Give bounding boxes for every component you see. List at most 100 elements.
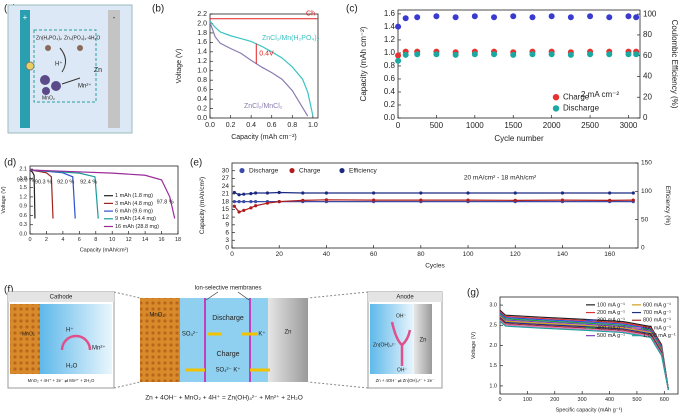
y-tick-label: 1.2 <box>384 35 396 44</box>
x-tick-label: 1.0 <box>308 122 318 129</box>
series-line <box>499 318 670 391</box>
series-line <box>29 169 176 219</box>
x-tick-label: 0 <box>498 397 501 403</box>
y2-tick-label: 40 <box>643 72 652 81</box>
point <box>625 51 632 58</box>
plot-frame <box>29 165 179 235</box>
point <box>402 51 409 58</box>
y2-axis-title: Efficiency (%) <box>664 186 671 226</box>
legend-swatch <box>289 167 295 174</box>
marker <box>608 198 612 202</box>
marker <box>372 198 376 202</box>
x-tick-label: 0 <box>28 237 31 243</box>
legend-label: 1 mAh (1.8 mg) <box>115 193 153 199</box>
connector <box>25 61 35 71</box>
legend-label: Charge <box>299 167 321 174</box>
series-line <box>234 191 634 196</box>
y-tick-label: 1.8 <box>19 176 27 182</box>
marker <box>232 200 236 204</box>
charge-label: Charge <box>217 351 240 358</box>
ion-label: Mn²⁺ <box>78 83 92 90</box>
annotation: 0.4V <box>259 51 274 58</box>
anode-label: Zn <box>94 67 102 74</box>
point <box>395 52 402 59</box>
x-tick-label: 300 <box>578 397 587 403</box>
zincate-label: Zn(OH)₄²⁻ <box>373 342 396 348</box>
mno2-particle <box>42 87 50 95</box>
point <box>452 51 459 58</box>
point <box>633 14 640 21</box>
y-tick-label: 0.6 <box>384 74 396 83</box>
series-note: 90.3 % <box>35 179 52 185</box>
series-note: 92.4 % <box>80 179 97 185</box>
marker <box>232 190 236 195</box>
marker <box>466 191 470 195</box>
x-tick-label: 20 <box>276 251 284 258</box>
x-tick-label: 120 <box>510 251 521 258</box>
y-tick-label: 2.0 <box>197 20 207 27</box>
series-note: 97.8 % <box>157 199 174 205</box>
series-label: ZnCl₂/MnCl₂ <box>244 103 283 110</box>
y-tick-label: 9 <box>225 222 229 229</box>
x-tick-label: 0.8 <box>287 122 297 129</box>
anode-equation: Zn + 4OH⁻ ⇌ Zn(OH)₄²⁻ + 2e⁻ <box>376 378 435 383</box>
panel-label: (e) <box>190 158 202 169</box>
cell-oxide: MnO₂ <box>149 313 165 319</box>
marker <box>237 193 241 197</box>
x-tick-label: 2500 <box>581 121 599 130</box>
y-tick-label: 1.2 <box>197 58 207 65</box>
legend-label: 16 mAh (28.8 mg) <box>115 224 159 230</box>
point <box>587 13 594 20</box>
point <box>414 14 421 21</box>
legend-label: 400 mA g⁻¹ <box>597 325 625 331</box>
marker <box>631 191 635 195</box>
x-tick-label: 18 <box>175 237 181 243</box>
y-tick-label: 3.0 <box>489 303 497 309</box>
y-tick-label: 1.4 <box>384 22 396 31</box>
point <box>491 51 498 58</box>
panel-label: (b) <box>152 4 164 15</box>
x-tick-label: 160 <box>604 251 615 258</box>
y-tick-label: 1.5 <box>19 185 27 191</box>
point <box>414 51 421 58</box>
y2-axis-title: Coulombic Efficiency (%) <box>670 20 679 109</box>
legend-label: 9 mAh (14.4 mg) <box>115 216 156 222</box>
y-tick-label: 30 <box>222 167 230 174</box>
point <box>606 51 613 58</box>
marker <box>419 191 423 195</box>
legend-label: 700 mA g⁻¹ <box>643 310 671 316</box>
y2-tick-label: 20 <box>643 92 652 101</box>
product-label: Zn₃(PO₄)₂·4H₂O <box>64 35 100 41</box>
y-tick-label: 2.1 <box>19 167 27 173</box>
legend-label: 100 mA g⁻¹ <box>597 302 625 308</box>
y-tick-label: 0.0 <box>197 115 207 122</box>
discharge-label: Discharge <box>212 315 244 322</box>
x-tick-label: 140 <box>557 251 568 258</box>
marker <box>277 190 281 195</box>
y-tick-label: 21 <box>222 191 230 198</box>
cycle-arrow <box>60 334 92 351</box>
minus-sign: - <box>113 13 116 22</box>
marker <box>466 198 470 202</box>
point <box>402 15 409 22</box>
x-axis-title: Capacity (mAh/cm²) <box>80 247 129 253</box>
y-tick-label: 0.8 <box>384 61 396 70</box>
cation-label: K⁺ <box>258 331 265 338</box>
point <box>510 51 517 58</box>
oxide-label: MnO₂ <box>42 95 55 101</box>
y-tick-label: 1.6 <box>384 9 396 18</box>
x-tick-label: 12 <box>126 237 132 243</box>
marker <box>232 204 236 208</box>
x-tick-label: 400 <box>605 397 614 403</box>
cell-electrolyte <box>180 298 268 382</box>
charge-ions: SO₄²⁻ K⁺ <box>215 367 240 374</box>
point <box>548 13 555 20</box>
marker <box>324 198 329 202</box>
y-tick-label: 0.8 <box>197 77 207 84</box>
series-line <box>29 169 99 219</box>
point <box>491 14 498 21</box>
marker <box>265 201 270 205</box>
marker <box>631 198 635 202</box>
x-tick-label: 500 <box>430 121 444 130</box>
y-tick-label: 1.2 <box>19 194 27 200</box>
